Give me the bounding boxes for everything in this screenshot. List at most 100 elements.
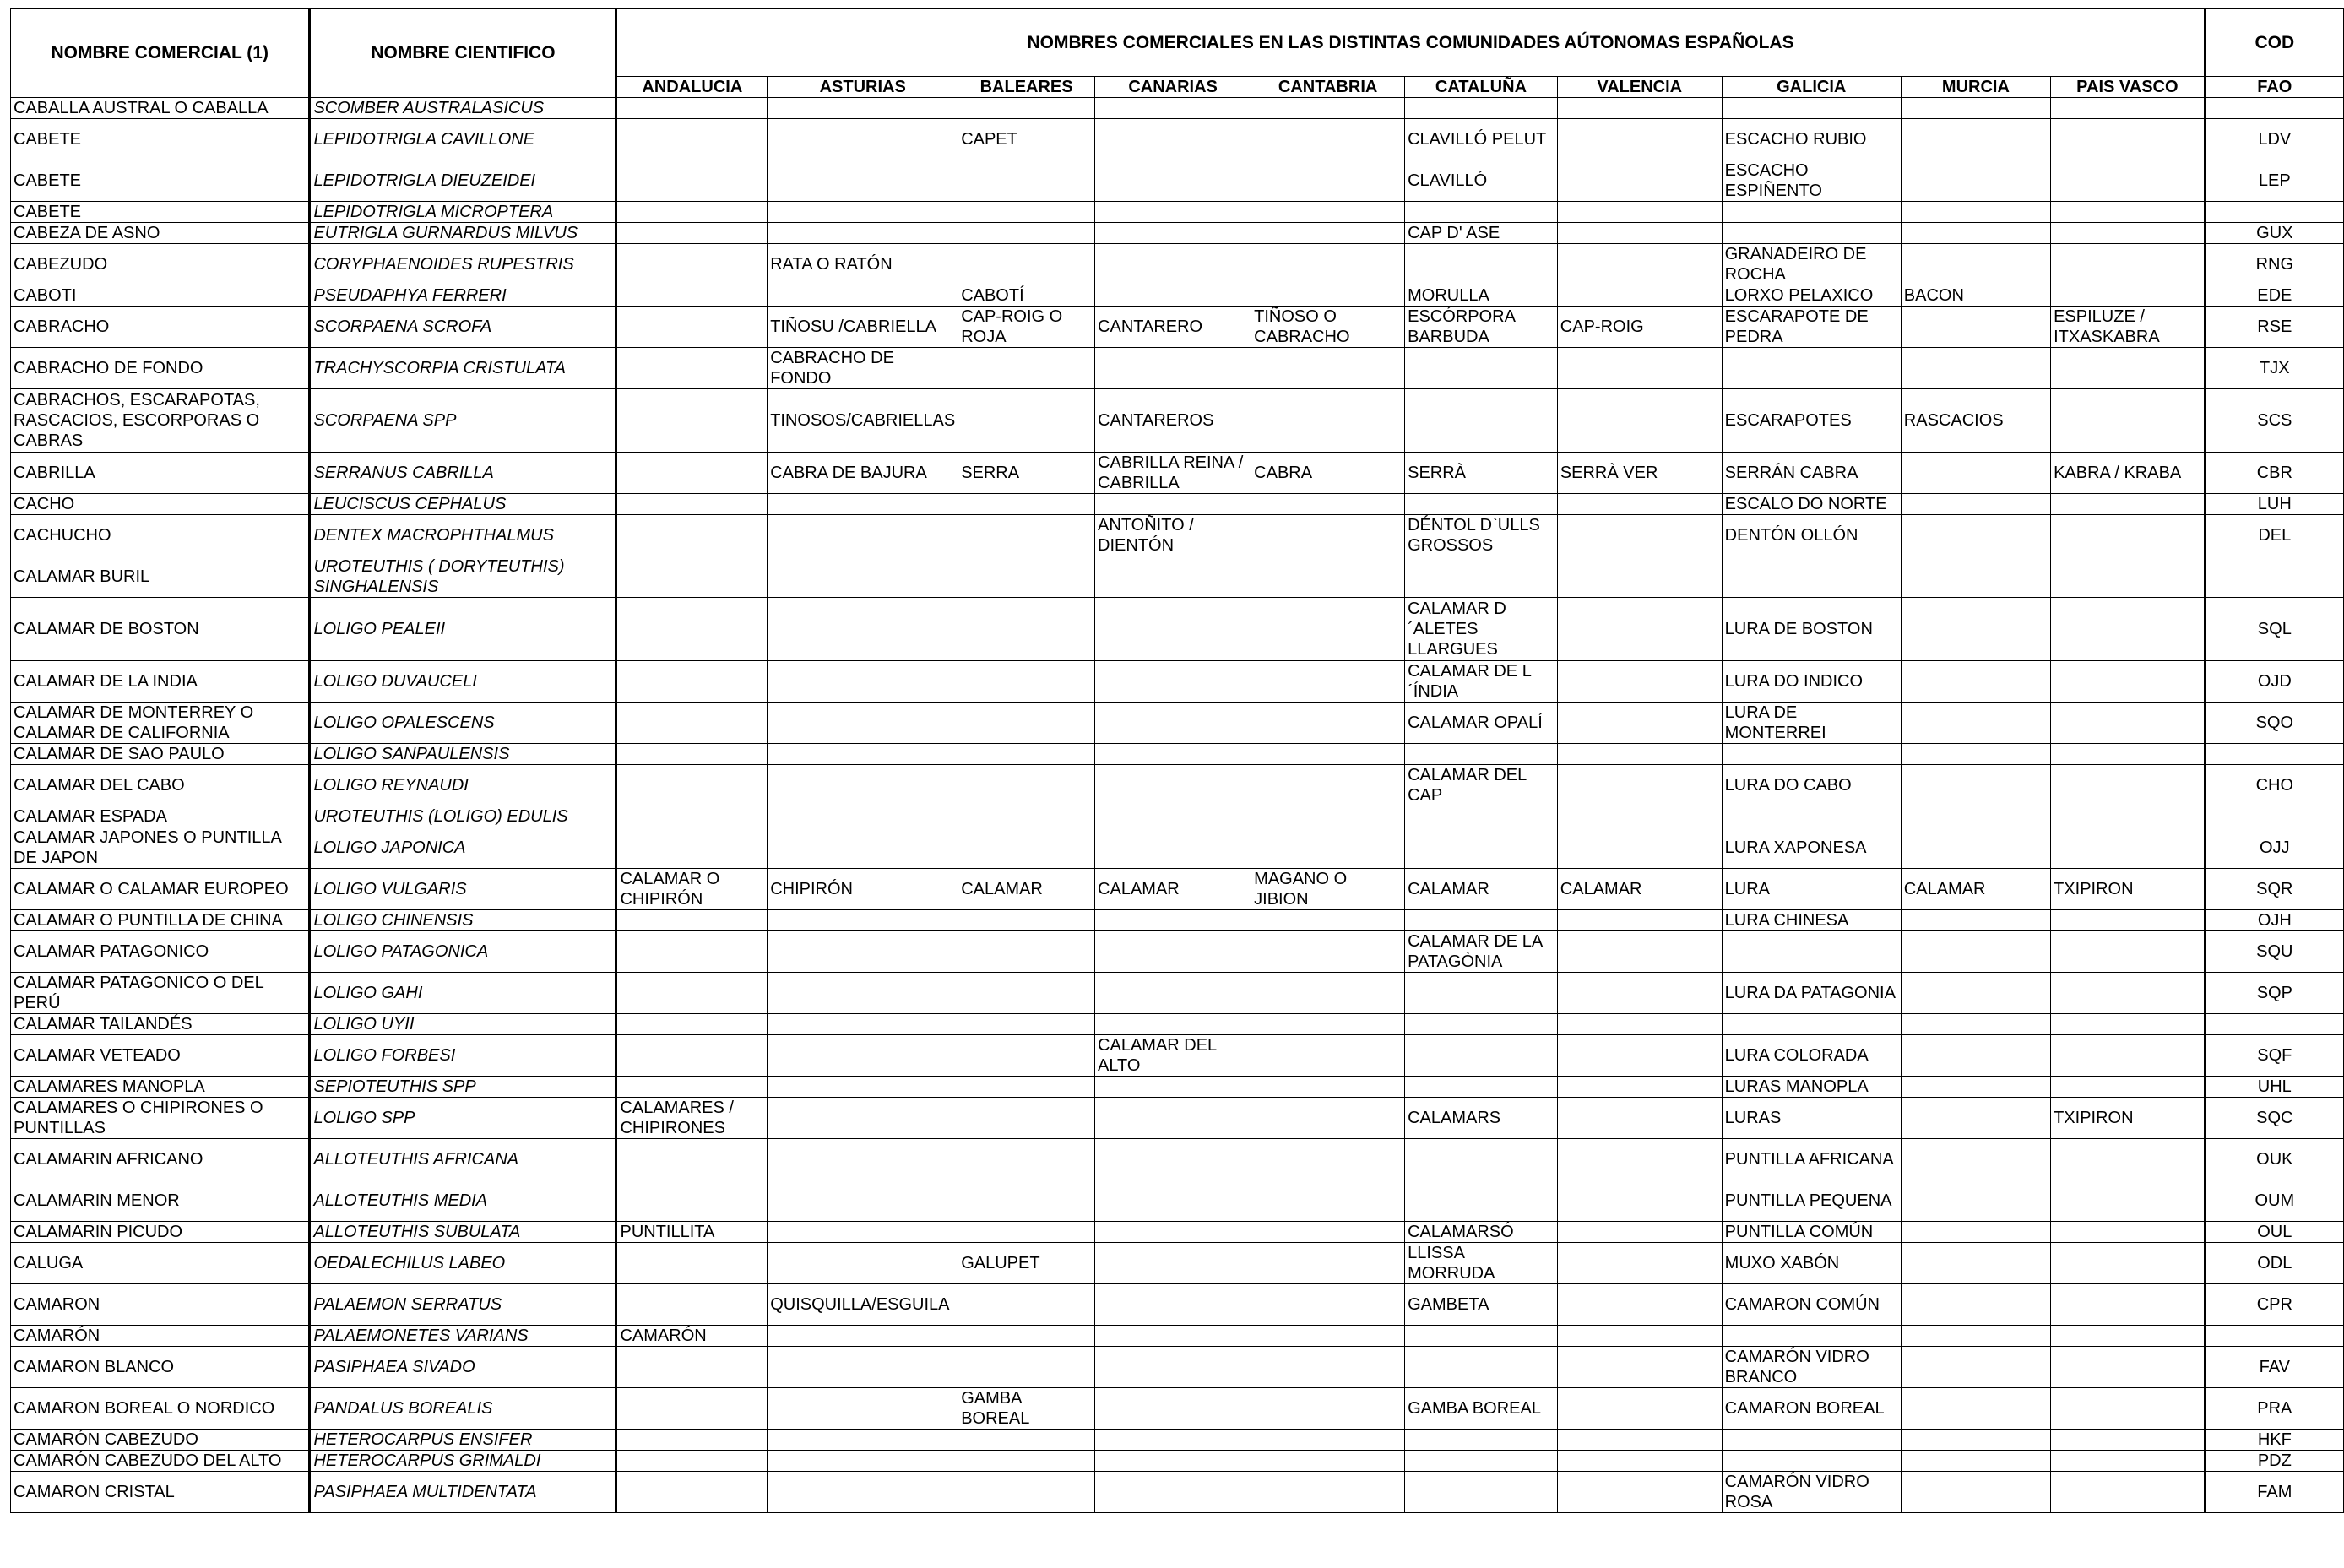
table-row: CALAMAR VETEADO LOLIGO FORBESI CALAMAR DEL… xyxy=(9,1034,2344,1077)
region-name-cell xyxy=(1900,1387,2052,1430)
region-name-cell xyxy=(767,493,959,515)
region-name-cell xyxy=(2050,1471,2206,1513)
region-name-cell xyxy=(1556,243,1723,285)
region-name-cell xyxy=(1900,201,2052,223)
region-name-cell xyxy=(1721,930,1902,973)
region-name-cell: MAGANO O JIBION xyxy=(1251,868,1406,910)
region-name-cell xyxy=(616,1283,768,1326)
region-name-cell: TXIPIRON xyxy=(2050,868,2206,910)
region-name-cell xyxy=(1094,556,1252,598)
region-name-cell xyxy=(616,201,768,223)
region-name-cell: LURA DE MONTERREI xyxy=(1721,702,1902,744)
region-name-cell xyxy=(767,201,959,223)
fao-code-cell: CHO xyxy=(2203,764,2344,806)
header-scientific-name: NOMBRE CIENTIFICO xyxy=(309,8,618,98)
fao-code-cell: LDV xyxy=(2203,118,2344,160)
commercial-name-cell: CAMARÓN CABEZUDO xyxy=(9,1429,312,1451)
region-name-cell xyxy=(1556,930,1723,973)
region-name-cell xyxy=(1094,1346,1252,1388)
region-name-cell xyxy=(1251,743,1406,765)
fao-code-cell xyxy=(2203,556,2344,598)
region-name-cell xyxy=(958,1180,1096,1222)
region-name-cell: CAPET xyxy=(958,118,1096,160)
scientific-name-cell: PANDALUS BOREALIS xyxy=(309,1387,618,1430)
region-name-cell: LURAS MANOPLA xyxy=(1721,1076,1902,1098)
region-name-cell xyxy=(958,909,1096,931)
region-name-cell xyxy=(767,743,959,765)
region-name-cell xyxy=(958,222,1096,244)
region-name-cell xyxy=(2050,909,2206,931)
region-name-cell xyxy=(958,1450,1096,1472)
region-name-cell xyxy=(1404,493,1558,515)
region-name-cell xyxy=(2050,1325,2206,1347)
fao-code-cell: SQU xyxy=(2203,930,2344,973)
scientific-name-cell: LEUCISCUS CEPHALUS xyxy=(309,493,618,515)
region-name-cell xyxy=(1900,243,2052,285)
region-name-cell xyxy=(1251,1221,1406,1243)
region-name-cell xyxy=(2050,514,2206,556)
region-name-cell xyxy=(958,514,1096,556)
region-name-cell xyxy=(1556,347,1723,389)
fao-code-cell: SQF xyxy=(2203,1034,2344,1077)
region-name-cell: SERRÀ xyxy=(1404,452,1558,494)
region-name-cell: SERRA xyxy=(958,452,1096,494)
region-name-cell xyxy=(616,243,768,285)
region-name-cell xyxy=(958,97,1096,119)
commercial-name-cell: CAMARÓN xyxy=(9,1325,312,1347)
region-name-cell xyxy=(1094,597,1252,661)
region-name-cell xyxy=(958,1076,1096,1098)
region-name-cell xyxy=(1900,660,2052,703)
scientific-name-cell: PALAEMONETES VARIANS xyxy=(309,1325,618,1347)
region-name-cell xyxy=(1556,597,1723,661)
header-region-murcia: MURCIA xyxy=(1900,76,2052,98)
region-name-cell xyxy=(1251,1429,1406,1451)
region-name-cell xyxy=(1900,909,2052,931)
region-name-cell xyxy=(1900,930,2052,973)
region-name-cell xyxy=(616,597,768,661)
region-name-cell xyxy=(767,597,959,661)
region-name-cell xyxy=(2050,1450,2206,1472)
region-name-cell xyxy=(1251,222,1406,244)
region-name-cell xyxy=(1556,1387,1723,1430)
table-row: CAMARON BOREAL O NORDICO PANDALUS BOREALI… xyxy=(9,1387,2344,1430)
scientific-name-cell: LOLIGO SPP xyxy=(309,1097,618,1139)
region-name-cell xyxy=(616,1013,768,1035)
region-name-cell xyxy=(1900,597,2052,661)
region-name-cell xyxy=(1900,972,2052,1014)
region-name-cell: ESPILUZE / ITXASKABRA xyxy=(2050,306,2206,348)
header-region-cataluna: CATALUÑA xyxy=(1404,76,1558,98)
table-row: CALAMARES MANOPLA SEPIOTEUTHIS SPP LURAS M… xyxy=(9,1076,2344,1098)
region-name-cell xyxy=(958,660,1096,703)
region-name-cell xyxy=(1094,1325,1252,1347)
scientific-name-cell: OEDALECHILUS LABEO xyxy=(309,1242,618,1284)
region-name-cell xyxy=(1900,452,2052,494)
region-name-cell xyxy=(1251,201,1406,223)
table-row: CALAMAR O PUNTILLA DE CHINA LOLIGO CHINEN… xyxy=(9,909,2344,931)
region-name-cell xyxy=(1900,514,2052,556)
scientific-name-cell: ALLOTEUTHIS AFRICANA xyxy=(309,1138,618,1180)
region-name-cell xyxy=(2050,160,2206,202)
region-name-cell: CABRACHO DE FONDO xyxy=(767,347,959,389)
region-name-cell xyxy=(958,930,1096,973)
fao-code-cell: CBR xyxy=(2203,452,2344,494)
region-name-cell: PUNTILLA PEQUENA xyxy=(1721,1180,1902,1222)
commercial-name-cell: CALAMARIN PICUDO xyxy=(9,1221,312,1243)
commercial-name-cell: CABRILLA xyxy=(9,452,312,494)
region-name-cell xyxy=(1251,1346,1406,1388)
region-name-cell xyxy=(958,764,1096,806)
region-name-cell: LURA COLORADA xyxy=(1721,1034,1902,1077)
region-name-cell xyxy=(1251,1283,1406,1326)
region-name-cell xyxy=(1251,1325,1406,1347)
region-name-cell xyxy=(958,347,1096,389)
region-name-cell xyxy=(1404,1076,1558,1098)
species-names-table: NOMBRE COMERCIAL (1) NOMBRE CIENTIFICO N… xyxy=(9,8,2344,1513)
region-name-cell xyxy=(1404,1346,1558,1388)
region-name-cell xyxy=(1251,1138,1406,1180)
table-row: CACHO LEUCISCUS CEPHALUS ESCALO DO NORTE LU… xyxy=(9,493,2344,515)
region-name-cell xyxy=(1900,702,2052,744)
region-name-cell xyxy=(1900,1076,2052,1098)
region-name-cell: PUNTILLA COMÚN xyxy=(1721,1221,1902,1243)
region-name-cell xyxy=(1251,388,1406,453)
region-name-cell xyxy=(1721,97,1902,119)
region-name-cell xyxy=(1556,1429,1723,1451)
